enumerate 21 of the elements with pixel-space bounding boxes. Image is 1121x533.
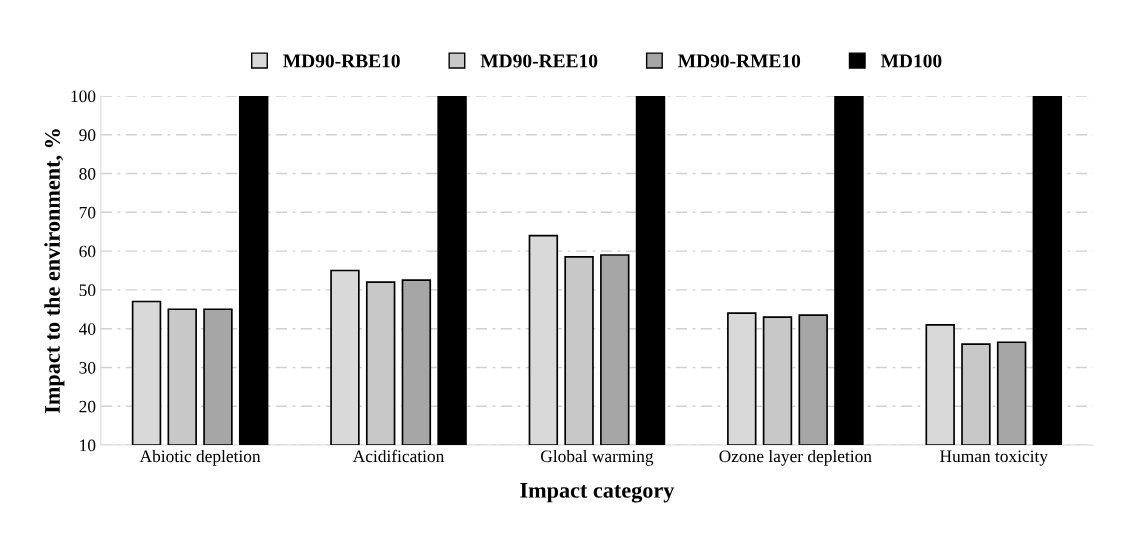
x-tick-label: Global warming — [540, 449, 654, 466]
x-tick-label: Ozone layer depletion — [719, 449, 872, 466]
x-tick-label: Acidification — [352, 449, 445, 463]
y-tick-label: 100 — [71, 90, 96, 103]
y-tick-label: 80 — [79, 168, 96, 180]
y-tick-label: 50 — [79, 284, 96, 297]
x-tick-label: Human toxicity — [940, 450, 1048, 466]
y-tick-label: 40 — [79, 323, 96, 335]
y-tick-label: 10 — [80, 439, 96, 452]
y-tick-label: 60 — [79, 245, 96, 258]
x-tick-label: Abiotic depletion — [139, 449, 261, 466]
y-tick-label: 20 — [79, 400, 96, 413]
y-axis-title: Impact to the environment, % — [44, 129, 65, 414]
x-axis-title: Impact category — [520, 483, 675, 503]
legend-label: MD100 — [880, 54, 942, 68]
legend-label: MD90-RME10 — [678, 54, 801, 68]
y-tick-label: 70 — [79, 206, 96, 219]
y-tick-label: 90 — [79, 129, 96, 141]
y-tick-label: 30 — [79, 361, 96, 374]
legend-label: MD90-REE10 — [480, 54, 598, 68]
legend-label: MD90-RBE10 — [283, 54, 400, 68]
